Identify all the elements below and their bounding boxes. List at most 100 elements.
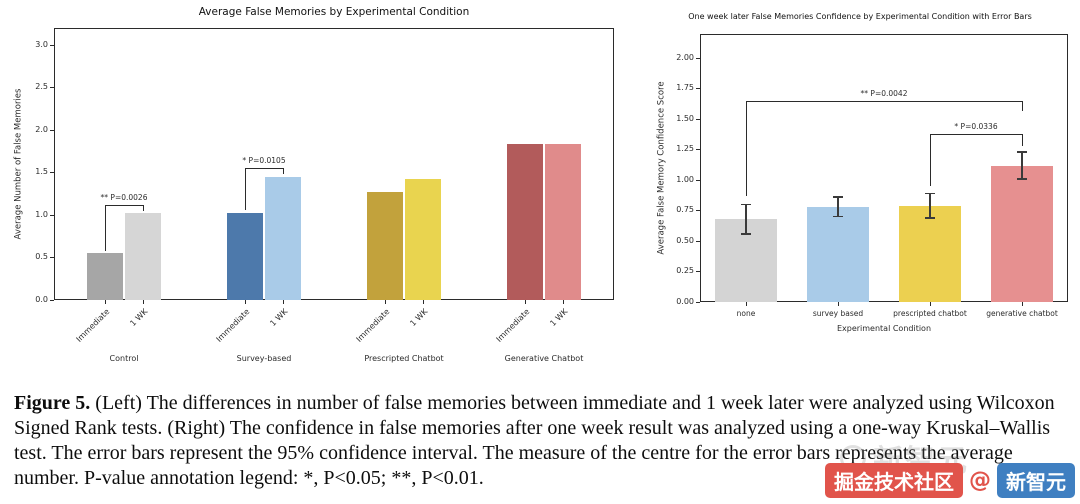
p-value-label: * P=0.0336 <box>954 121 998 131</box>
x-tick-mark <box>525 300 526 304</box>
significance-bracket-leg <box>746 101 747 197</box>
y-axis-label-wrap: Average False Memory Confidence Score <box>654 34 670 302</box>
y-tick-mark <box>50 44 54 46</box>
p-value-label: ** P=0.0026 <box>100 192 148 202</box>
y-tick-label: 1.50 <box>676 113 694 123</box>
watermark-at: @ <box>969 468 991 493</box>
error-bar-line <box>837 197 839 217</box>
y-tick-mark <box>50 214 54 216</box>
x-tick-mark <box>423 300 424 304</box>
x-tick-label: survey based <box>812 309 864 318</box>
error-bar-cap <box>925 192 935 195</box>
watermark-xinzhiyuan-badge: 新智元 <box>997 463 1075 498</box>
y-tick-label: 1.5 <box>35 167 48 176</box>
p-value-label: * P=0.0105 <box>242 156 286 166</box>
watermark-juejin-badge: 掘金技术社区 <box>825 463 963 498</box>
y-tick-label: 1.0 <box>35 209 48 219</box>
bar-generative-chatbot <box>991 165 1053 302</box>
x-tick-mark <box>245 300 246 304</box>
error-bar-cap <box>741 233 751 235</box>
figure-caption-text: (Left) The differences in number of fals… <box>14 392 1055 489</box>
y-axis-label: Average False Memory Confidence Score <box>657 81 667 255</box>
error-bar-cap <box>833 215 843 218</box>
error-bar-line <box>1021 152 1023 179</box>
y-tick-label: 0.75 <box>676 205 694 215</box>
significance-bracket-line <box>930 133 1022 135</box>
plot-area <box>54 28 614 300</box>
group-label: Generative Chatbot <box>504 354 584 363</box>
y-tick-mark <box>50 87 54 88</box>
significance-bracket-leg <box>1022 133 1023 147</box>
bar-1-wk <box>125 213 161 300</box>
group-label: Prescripted Chatbot <box>364 354 444 363</box>
y-tick-mark <box>696 240 700 242</box>
chart-title: Average False Memories by Experimental C… <box>198 6 470 18</box>
y-tick-label: 2.00 <box>676 52 694 62</box>
x-tick-mark <box>838 302 839 306</box>
y-tick-mark <box>696 271 700 273</box>
y-axis-label: Average Number of False Memories <box>13 88 24 240</box>
x-tick-label: prescripted chatbot <box>893 309 967 318</box>
x-tick-mark <box>283 300 284 304</box>
bar-immediate <box>227 213 263 300</box>
x-tick-mark <box>746 302 747 306</box>
y-tick-label: 1.25 <box>676 144 694 154</box>
x-tick-mark <box>1022 302 1023 306</box>
x-tick-label: none <box>736 309 756 318</box>
y-tick-label: 0.00 <box>676 296 694 306</box>
bar-immediate <box>367 192 403 300</box>
error-bar-cap <box>1017 151 1027 153</box>
p-value-label: ** P=0.0042 <box>860 89 908 98</box>
error-bar-cap <box>833 196 843 198</box>
y-tick-mark <box>696 88 700 90</box>
y-tick-mark <box>696 210 700 212</box>
significance-bracket-leg <box>245 168 246 210</box>
significance-bracket-leg <box>930 133 931 187</box>
y-axis-label-wrap: Average Number of False Memories <box>10 28 26 300</box>
error-bar-line <box>745 204 747 234</box>
bar-prescripted-chatbot <box>899 205 961 302</box>
error-bar-cap <box>925 217 935 219</box>
y-tick-label: 0.50 <box>676 235 694 245</box>
y-tick-label: 0.0 <box>35 294 48 304</box>
bar-1-wk <box>265 176 301 300</box>
error-bar-cap <box>1017 178 1027 180</box>
group-label: Survey-based <box>236 354 292 363</box>
x-tick-mark <box>105 300 106 304</box>
y-tick-label: 2.5 <box>35 82 48 91</box>
y-tick-mark <box>50 172 54 173</box>
figure-caption: Figure 5. (Left) The differences in numbe… <box>14 391 1066 491</box>
significance-bracket-line <box>746 101 1022 102</box>
x-axis-label: Experimental Condition <box>836 324 932 333</box>
significance-bracket-leg <box>143 204 144 211</box>
bar-survey-based <box>807 206 869 302</box>
y-tick-label: 3.0 <box>35 39 48 49</box>
figure-label: Figure 5. <box>14 392 91 414</box>
significance-bracket-line <box>105 204 143 206</box>
x-tick-mark <box>143 300 144 304</box>
right-bar-chart: One week later False Memories Confidence… <box>652 8 1076 352</box>
plot-area <box>700 34 1068 302</box>
bar-1-wk <box>545 143 581 300</box>
bar-1-wk <box>405 179 441 300</box>
error-bar-line <box>929 193 931 218</box>
significance-bracket-leg <box>105 204 106 251</box>
y-tick-label: 2.0 <box>35 124 48 134</box>
bar-immediate <box>87 253 123 300</box>
y-tick-mark <box>696 57 700 59</box>
y-tick-label: 0.25 <box>676 266 694 276</box>
error-bar-cap <box>741 203 751 206</box>
y-tick-mark <box>50 257 54 258</box>
y-tick-mark <box>696 301 700 303</box>
x-tick-mark <box>930 302 931 306</box>
y-tick-mark <box>696 118 700 120</box>
y-tick-label: 0.5 <box>35 252 48 261</box>
y-tick-mark <box>50 299 54 301</box>
x-tick-label: generative chatbot <box>986 309 1058 318</box>
chart-title: One week later False Memories Confidence… <box>688 12 1032 21</box>
y-tick-label: 1.00 <box>676 174 694 184</box>
bar-immediate <box>507 143 543 300</box>
y-tick-mark <box>696 179 700 181</box>
y-tick-mark <box>50 129 54 131</box>
